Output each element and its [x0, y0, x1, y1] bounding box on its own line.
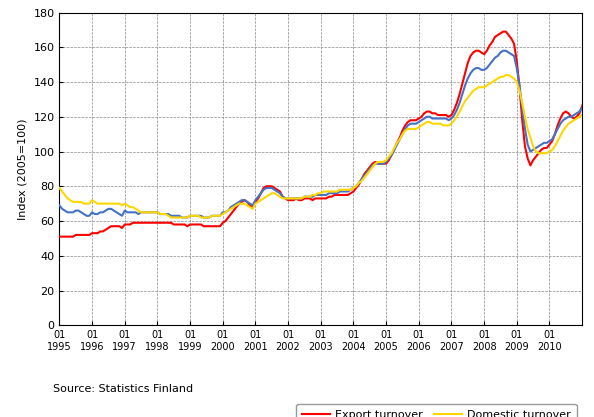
- Text: Source: Statistics Finland: Source: Statistics Finland: [53, 384, 194, 394]
- Export turnover: [203, 224, 210, 229]
- Line: Total turnover: Total turnover: [59, 51, 594, 218]
- Export turnover: [465, 60, 472, 65]
- Domestic turnover: [467, 92, 474, 97]
- Line: Domestic turnover: Domestic turnover: [59, 75, 594, 218]
- Legend: Export turnover, Total turnover, Domestic turnover: Export turnover, Total turnover, Domesti…: [296, 404, 577, 417]
- Export turnover: [500, 29, 507, 34]
- Y-axis label: Index (2005=100): Index (2005=100): [18, 118, 28, 220]
- Domestic turnover: [503, 73, 510, 78]
- Total turnover: [347, 187, 354, 192]
- Total turnover: [500, 48, 507, 53]
- Export turnover: [116, 224, 123, 229]
- Total turnover: [206, 215, 213, 220]
- Domestic turnover: [347, 187, 354, 192]
- Export turnover: [148, 220, 156, 225]
- Domestic turnover: [56, 186, 63, 191]
- Total turnover: [116, 211, 123, 216]
- Domestic turnover: [206, 215, 213, 220]
- Domestic turnover: [116, 201, 123, 206]
- Export turnover: [345, 193, 352, 198]
- Export turnover: [334, 193, 341, 198]
- Total turnover: [56, 203, 63, 208]
- Total turnover: [178, 215, 185, 220]
- Domestic turnover: [168, 215, 175, 220]
- Export turnover: [56, 234, 63, 239]
- Line: Export turnover: Export turnover: [59, 32, 594, 237]
- Total turnover: [336, 189, 343, 194]
- Domestic turnover: [148, 210, 156, 215]
- Total turnover: [148, 210, 156, 215]
- Domestic turnover: [336, 187, 343, 192]
- Total turnover: [467, 71, 474, 76]
